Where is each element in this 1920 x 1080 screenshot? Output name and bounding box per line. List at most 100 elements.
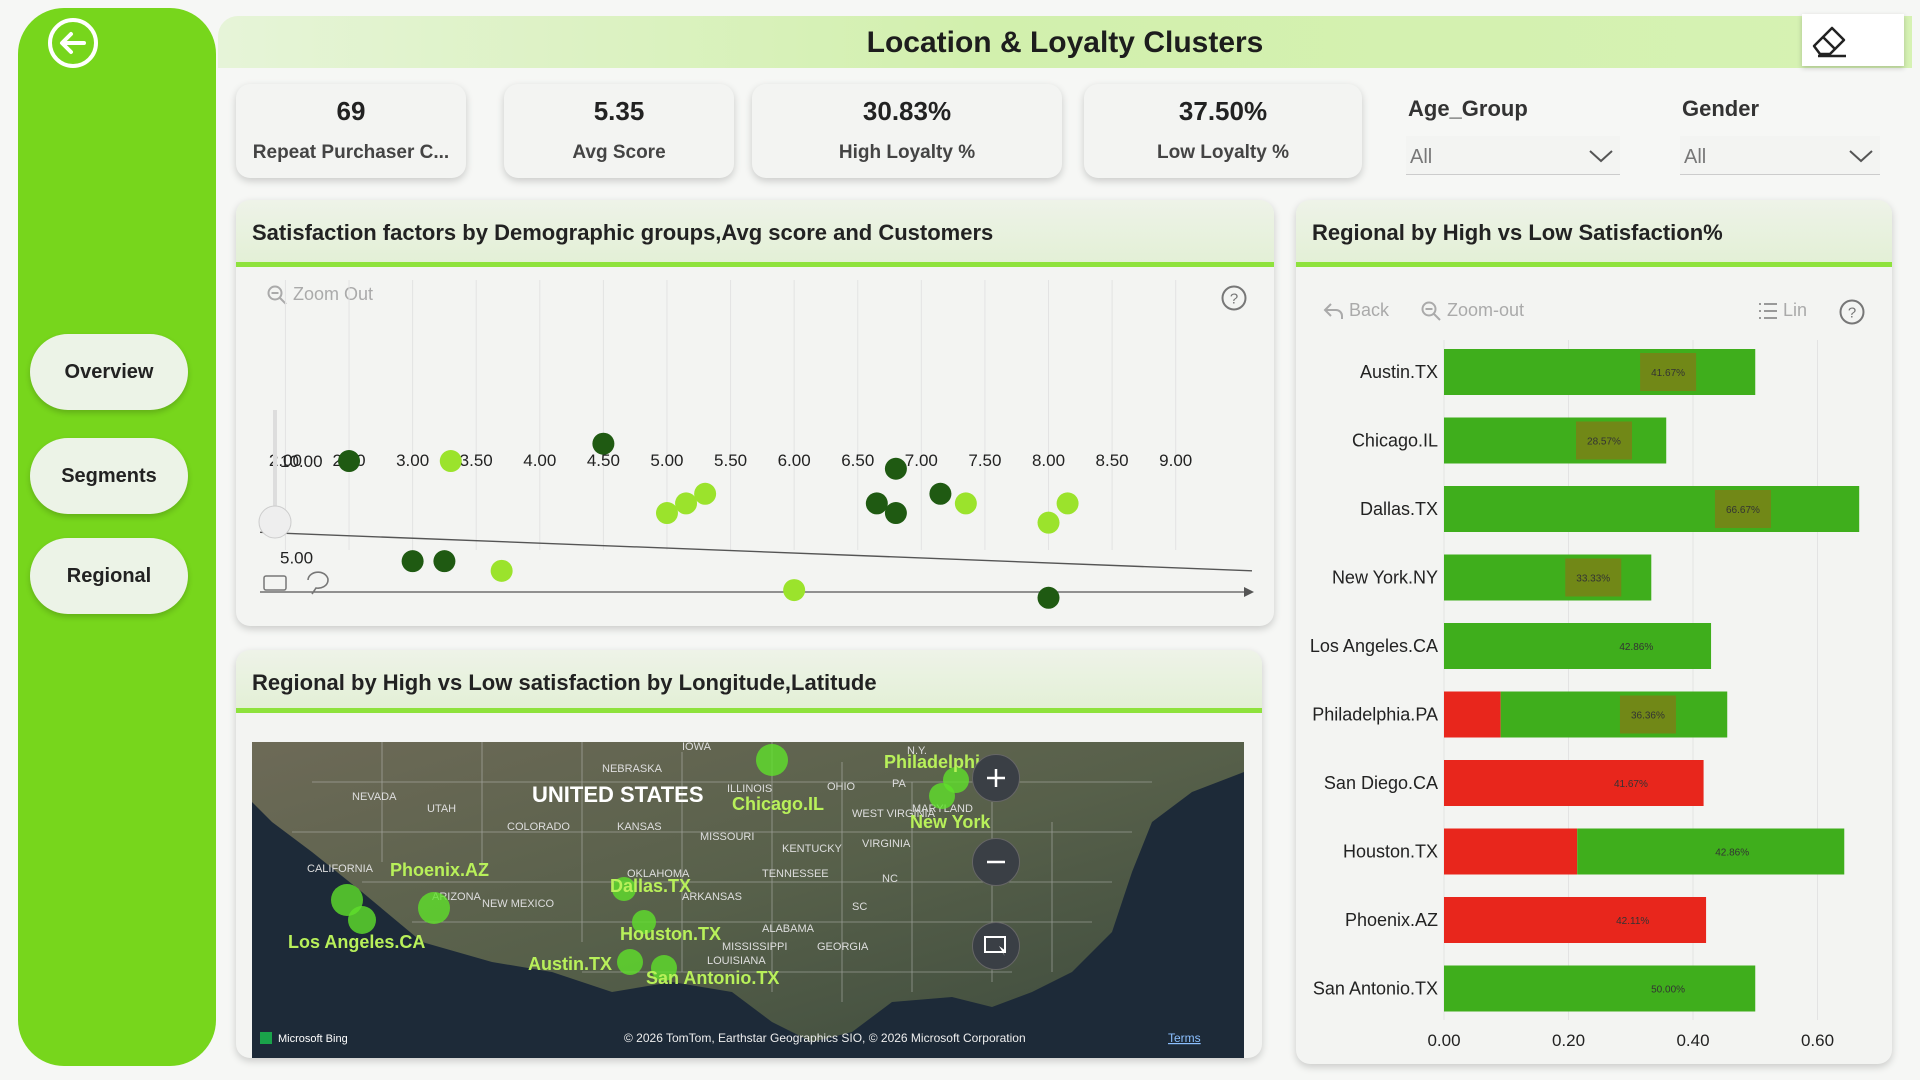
scatter-point[interactable] bbox=[439, 450, 462, 473]
zoom-out-button[interactable]: Zoom-out bbox=[1420, 300, 1524, 322]
bar-panel: Regional by High vs Low Satisfaction% Ba… bbox=[1296, 200, 1892, 1064]
gender-dropdown[interactable]: All bbox=[1680, 136, 1880, 175]
category-label: Dallas.TX bbox=[1360, 499, 1438, 519]
x-tick-label: 3.00 bbox=[396, 451, 429, 470]
x-tick-label: 7.50 bbox=[968, 451, 1001, 470]
map-city-label: Los Angeles.CA bbox=[288, 932, 425, 952]
map-region-label: SC bbox=[852, 901, 867, 913]
map-terms-link[interactable]: Terms bbox=[1168, 1031, 1201, 1045]
scatter-point[interactable] bbox=[954, 492, 977, 515]
nav-overview-button[interactable]: Overview bbox=[30, 334, 188, 410]
dropdown-value: All bbox=[1684, 146, 1707, 168]
lasso-icon[interactable] bbox=[307, 571, 329, 595]
scatter-point[interactable] bbox=[338, 450, 361, 473]
x-zoom-slider-icon[interactable] bbox=[263, 575, 287, 591]
map-region-label: IOWA bbox=[682, 742, 712, 753]
bar-high-satisfaction[interactable] bbox=[1577, 828, 1845, 875]
map-bubble[interactable] bbox=[632, 910, 656, 934]
bar-high-satisfaction[interactable] bbox=[1444, 417, 1667, 464]
bar-low-satisfaction[interactable] bbox=[1444, 691, 1501, 738]
age-group-dropdown[interactable]: All bbox=[1406, 136, 1620, 175]
data-label: 50.00% bbox=[1651, 985, 1685, 996]
map-city-label: Dallas.TX bbox=[610, 876, 691, 896]
scatter-point[interactable] bbox=[490, 559, 513, 582]
y-zoom-slider-handle[interactable] bbox=[258, 505, 292, 539]
panel-header: Satisfaction factors by Demographic grou… bbox=[236, 200, 1274, 267]
scatter-point[interactable] bbox=[401, 550, 424, 573]
map-zoom-in-button[interactable] bbox=[972, 754, 1020, 802]
drill-back-button[interactable]: Back bbox=[1322, 300, 1389, 321]
bar-low-satisfaction[interactable] bbox=[1444, 760, 1704, 806]
back-arrow-icon[interactable] bbox=[44, 14, 102, 72]
x-tick-label: 0.60 bbox=[1801, 1031, 1834, 1050]
map-zoom-out-button[interactable] bbox=[972, 838, 1020, 886]
x-tick-label: 3.50 bbox=[460, 451, 493, 470]
map-bubble[interactable] bbox=[651, 955, 677, 981]
map-region-label: TENNESSEE bbox=[762, 868, 829, 880]
bar-high-satisfaction[interactable] bbox=[1500, 691, 1728, 738]
help-icon[interactable]: ? bbox=[1220, 284, 1248, 317]
x-tick-label: 4.50 bbox=[587, 451, 620, 470]
data-label-bg bbox=[1714, 490, 1771, 528]
data-label-bg bbox=[1565, 558, 1622, 597]
back-icon bbox=[1323, 303, 1343, 320]
scatter-point[interactable] bbox=[592, 432, 615, 455]
x-tick-label: 2.00 bbox=[269, 451, 302, 470]
bar-high-satisfaction[interactable] bbox=[1444, 349, 1756, 395]
bar-high-satisfaction[interactable] bbox=[1444, 623, 1712, 669]
lin-scale-button[interactable]: Lin bbox=[1758, 300, 1807, 321]
clear-filters-button[interactable] bbox=[1802, 14, 1904, 66]
category-label: Phoenix.AZ bbox=[1345, 910, 1438, 930]
lin-label: Lin bbox=[1783, 300, 1808, 320]
bar-low-satisfaction[interactable] bbox=[1444, 897, 1707, 943]
map-city-label: San Antonio.TX bbox=[646, 968, 779, 988]
bar-high-satisfaction[interactable] bbox=[1444, 965, 1756, 1012]
nav-segments-button[interactable]: Segments bbox=[30, 438, 188, 514]
kpi-value: 69 bbox=[336, 96, 366, 126]
scatter-point[interactable] bbox=[1056, 492, 1079, 515]
bar-low-satisfaction[interactable] bbox=[1444, 828, 1578, 875]
scatter-point[interactable] bbox=[929, 482, 952, 505]
scatter-point[interactable] bbox=[884, 457, 907, 480]
map-bubble[interactable] bbox=[418, 892, 450, 924]
panel-header: Regional by High vs Low satisfaction by … bbox=[236, 650, 1262, 713]
scatter-point[interactable] bbox=[783, 579, 806, 602]
scatter-point[interactable] bbox=[433, 550, 456, 573]
scatter-point[interactable] bbox=[655, 502, 678, 525]
scatter-point[interactable] bbox=[675, 492, 698, 515]
bing-label: Microsoft Bing bbox=[278, 1033, 348, 1045]
map-region-label: GEORGIA bbox=[817, 941, 869, 953]
category-label: Los Angeles.CA bbox=[1310, 636, 1438, 656]
nav-regional-button[interactable]: Regional bbox=[30, 538, 188, 614]
help-icon[interactable]: ? bbox=[1838, 298, 1866, 331]
data-label: 41.67% bbox=[1614, 779, 1648, 790]
map-bubble[interactable] bbox=[612, 877, 636, 901]
map-city-labels: Phoenix.AZ Los Angeles.CA Chicago.IL Dallas… bbox=[288, 752, 991, 988]
data-label: 28.57% bbox=[1587, 437, 1621, 448]
scatter-point[interactable] bbox=[694, 482, 717, 505]
scatter-point[interactable] bbox=[865, 492, 888, 515]
map-view[interactable]: UNITED STATES NEBRASKA IOWA NEVADA UTAH COLOR… bbox=[252, 742, 1244, 1058]
scatter-point[interactable] bbox=[1037, 586, 1060, 609]
x-tick-label: 7.00 bbox=[905, 451, 938, 470]
bar-chart: Austin.TX Chicago.IL Dallas.TX New York.NY L… bbox=[1310, 340, 1860, 1050]
map-bubble[interactable] bbox=[348, 906, 376, 934]
map-svg: UNITED STATES NEBRASKA IOWA NEVADA UTAH COLOR… bbox=[252, 742, 1244, 1058]
kpi-high-loyalty: 30.83% High Loyalty % bbox=[752, 84, 1062, 178]
map-bubble[interactable] bbox=[617, 949, 643, 975]
panel-title: Regional by High vs Low satisfaction by … bbox=[252, 670, 877, 695]
scatter-point[interactable] bbox=[884, 502, 907, 525]
bar-high-satisfaction[interactable] bbox=[1444, 486, 1860, 532]
scatter-point[interactable] bbox=[1037, 511, 1060, 534]
zoom-out-button[interactable]: Zoom Out bbox=[266, 284, 373, 306]
map-city-label: Philadelphia bbox=[884, 752, 991, 772]
x-tick-label: 6.50 bbox=[841, 451, 874, 470]
map-select-button[interactable] bbox=[972, 922, 1020, 970]
map-region-label: OHIO bbox=[827, 781, 856, 793]
zoom-out-icon bbox=[1421, 301, 1441, 321]
map-region-label: CALIFORNIA bbox=[307, 863, 374, 875]
map-bubble[interactable] bbox=[756, 744, 788, 776]
map-bubble[interactable] bbox=[929, 783, 955, 809]
y-tick-label: 10.00 bbox=[280, 452, 323, 471]
map-region-label: OKLAHOMA bbox=[627, 868, 690, 880]
